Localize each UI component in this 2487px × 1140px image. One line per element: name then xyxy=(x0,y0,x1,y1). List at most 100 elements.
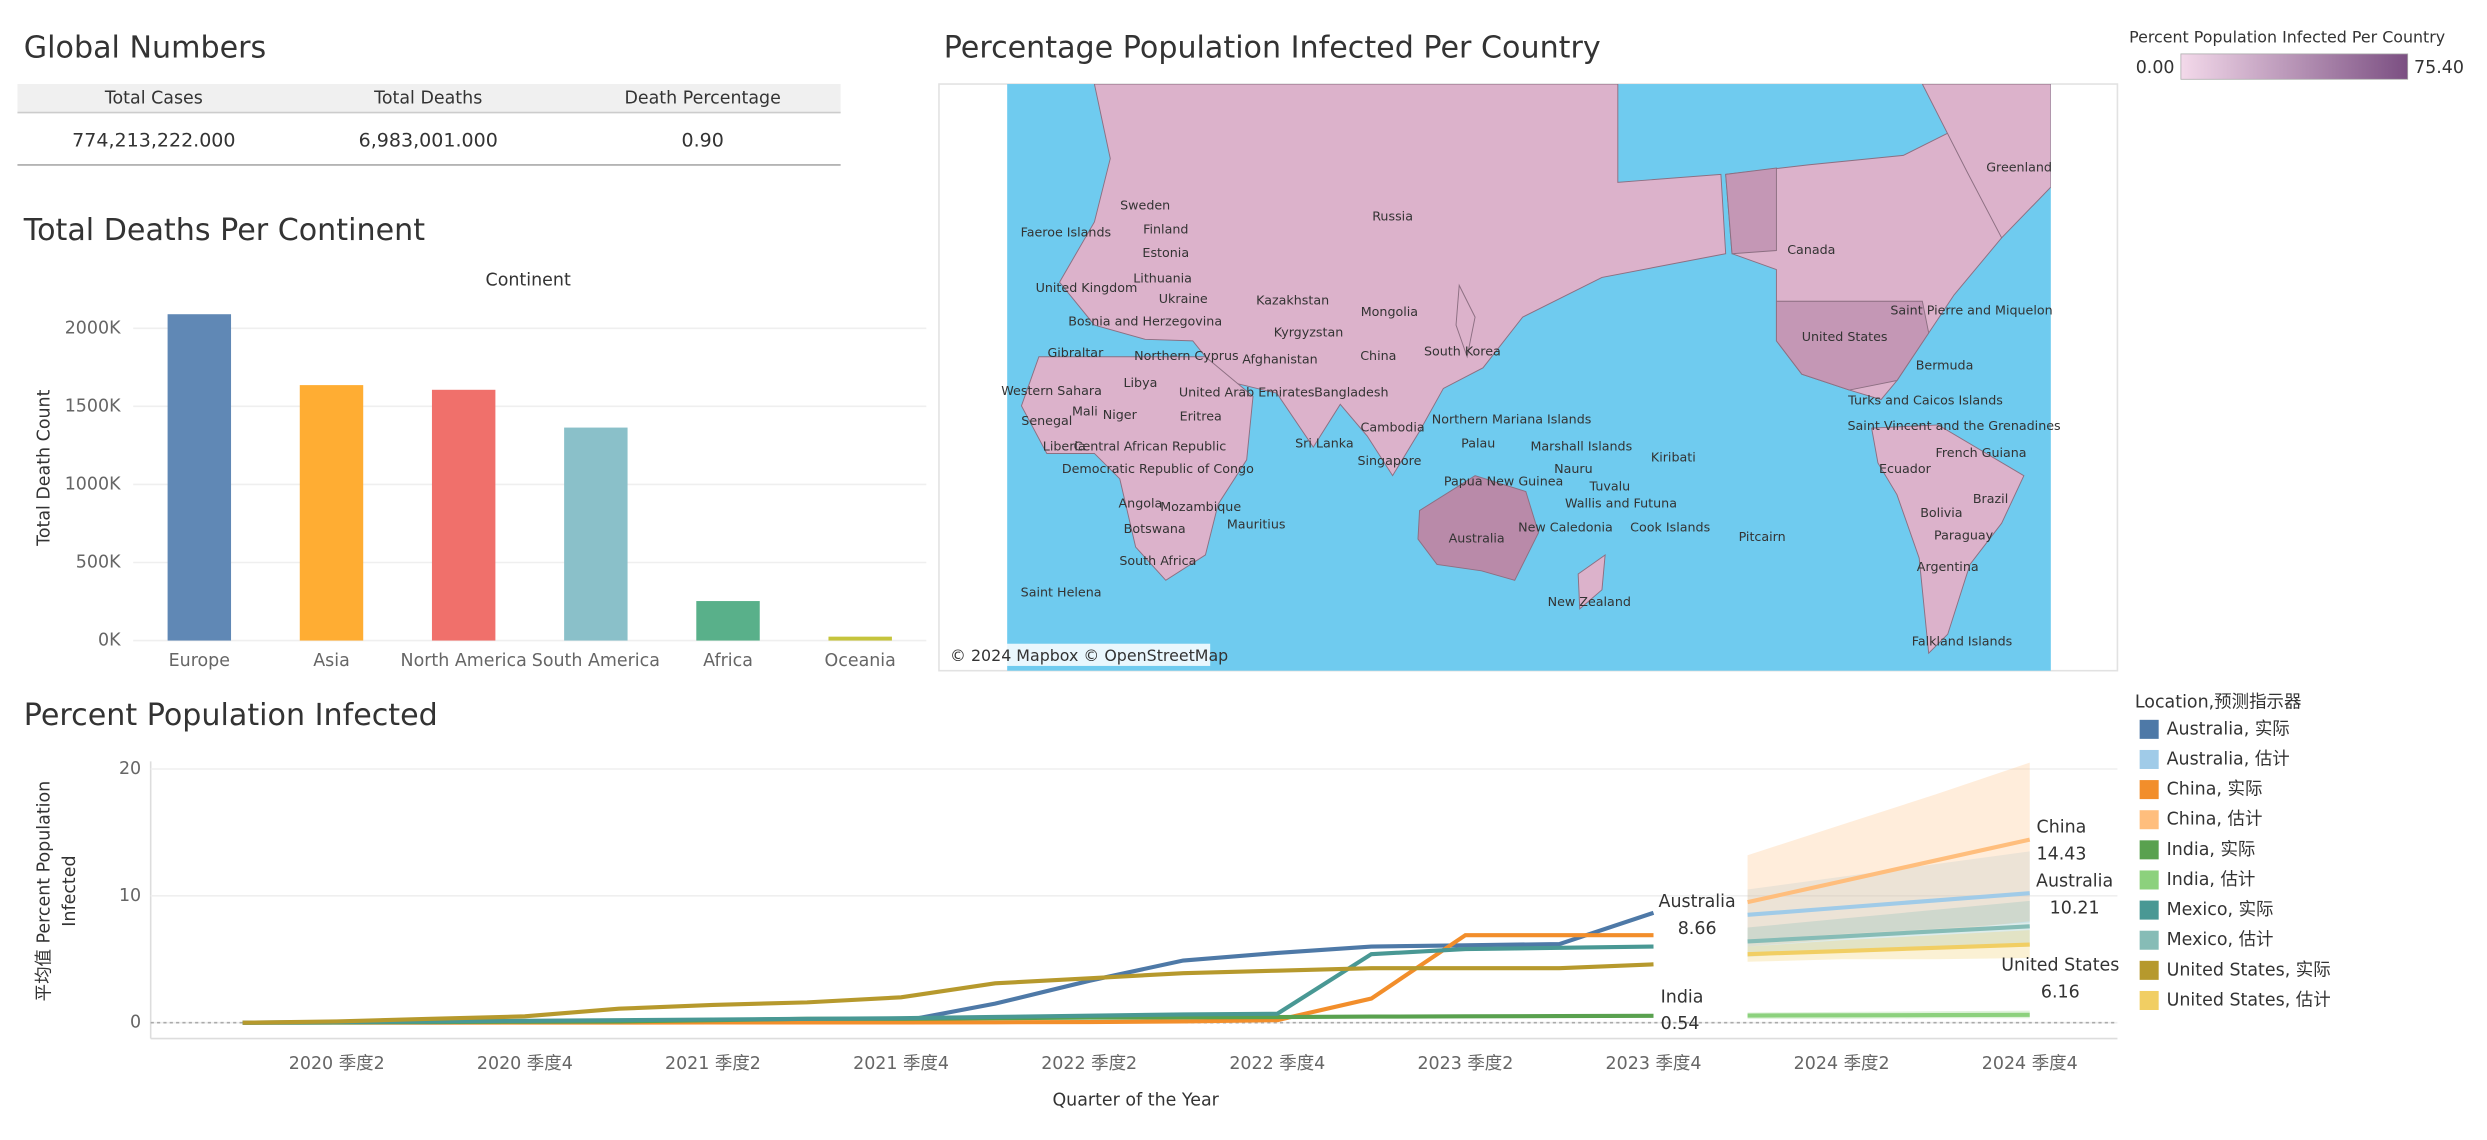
x-axis-title: Quarter of the Year xyxy=(1052,1090,1219,1110)
bar xyxy=(564,427,628,641)
bar xyxy=(167,314,232,641)
country-label: Marshall Islands xyxy=(1530,439,1632,454)
country-label: Finland xyxy=(1143,221,1188,236)
annotation-value: 10.21 xyxy=(2050,899,2100,919)
annotation-value: 6.16 xyxy=(2041,983,2080,1003)
country-label: Falkland Islands xyxy=(1912,634,2012,649)
attribution: © 2024 Mapbox © OpenStreetMap xyxy=(950,646,1228,665)
legend-swatch xyxy=(2139,960,2159,980)
table-cell: 6,983,001.000 xyxy=(359,130,498,152)
legend-label: Australia, 实际 xyxy=(2167,719,2290,739)
legend-title: Location,预测指示器 xyxy=(2135,692,2302,712)
x-tick-label: 2022 季度4 xyxy=(1229,1054,1325,1074)
country-label: Afghanistan xyxy=(1242,351,1317,366)
united-states xyxy=(1775,300,1930,391)
country-label: Faeroe Islands xyxy=(1021,225,1112,240)
country-label: Sri Lanka xyxy=(1295,435,1354,450)
legend-label: China, 估计 xyxy=(2167,810,2263,830)
country-label: Pitcairn xyxy=(1739,529,1786,544)
country-label: Angola xyxy=(1119,496,1163,511)
country-label: Democratic Republic of Congo xyxy=(1062,461,1254,476)
country-label: Estonia xyxy=(1142,245,1189,260)
country-label: Greenland xyxy=(1986,160,2052,175)
x-tick-label: 2020 季度4 xyxy=(477,1054,573,1074)
country-label: Kyrgyzstan xyxy=(1274,324,1343,339)
x-tick-label: Europe xyxy=(169,651,230,671)
country-label: Senegal xyxy=(1021,413,1072,428)
africa xyxy=(1020,356,1254,581)
forecast-band xyxy=(1747,851,2030,941)
y-tick-label: 2000K xyxy=(65,318,121,338)
legend-swatch xyxy=(2139,900,2159,920)
y-tick-label: 0K xyxy=(98,631,121,651)
country-label: Lithuania xyxy=(1133,271,1192,286)
series-line xyxy=(242,962,1654,1025)
x-tick-label: 2020 季度2 xyxy=(289,1054,385,1074)
new-zealand xyxy=(1577,553,1606,610)
legend-label: China, 实际 xyxy=(2167,780,2263,800)
x-tick-label: 2021 季度2 xyxy=(665,1054,761,1074)
y-axis-title: Total Death Count xyxy=(34,389,54,546)
annotation-value: 8.66 xyxy=(1678,919,1717,939)
country-label: Nauru xyxy=(1554,461,1593,476)
table-cell: 774,213,222.000 xyxy=(72,130,235,152)
section-title: Total Deaths Per Continent xyxy=(23,213,425,248)
country-label: Libya xyxy=(1123,375,1157,390)
country-label: Canada xyxy=(1787,242,1835,257)
column-header: Continent xyxy=(486,271,571,291)
country-label: Mozambique xyxy=(1160,499,1241,514)
series-line xyxy=(1747,942,2030,957)
section-title: Percentage Population Infected Per Count… xyxy=(944,31,1601,66)
country-label: Eritrea xyxy=(1180,408,1222,423)
series-line xyxy=(1747,837,2031,905)
series-line xyxy=(1747,1012,2030,1018)
x-tick-label: Asia xyxy=(313,651,350,671)
x-tick-label: 2024 季度2 xyxy=(1794,1054,1890,1074)
country-label: Singapore xyxy=(1357,453,1421,468)
country-label: Paraguay xyxy=(1934,527,1994,542)
country-label: Botswana xyxy=(1124,521,1186,536)
country-label: Mongolia xyxy=(1361,304,1418,319)
x-tick-label: 2021 季度4 xyxy=(853,1054,949,1074)
legend-swatch xyxy=(2139,990,2159,1010)
country-label: Central African Republic xyxy=(1074,439,1227,454)
annotation-label: Australia xyxy=(1659,892,1736,912)
x-tick-label: Africa xyxy=(703,651,753,671)
country-label: Bosnia and Herzegovina xyxy=(1068,313,1222,328)
legend-swatch xyxy=(2139,870,2159,890)
country-label: Niger xyxy=(1103,407,1138,422)
country-label: Kiribati xyxy=(1651,450,1696,465)
table-header-bg xyxy=(17,84,841,113)
forecast-band xyxy=(1747,900,2030,957)
country-label: Northern Cyprus xyxy=(1134,348,1239,363)
y-axis-title: Infected xyxy=(60,855,80,926)
country-label: Northern Mariana Islands xyxy=(1432,412,1592,427)
y-axis-title: 平均值 Percent Population xyxy=(34,781,54,1002)
y-tick-label: 1000K xyxy=(65,474,121,494)
japan xyxy=(1455,283,1476,359)
legend-swatch xyxy=(2139,780,2159,800)
legend-swatch xyxy=(2139,749,2159,769)
series-line xyxy=(1747,891,2030,917)
country-label: Russia xyxy=(1372,209,1413,224)
annotation-label: India xyxy=(1661,987,1704,1007)
legend-swatch xyxy=(2139,840,2159,860)
x-tick-label: 2024 季度4 xyxy=(1982,1054,2078,1074)
bar xyxy=(431,389,496,641)
legend-label: Australia, 估计 xyxy=(2167,749,2290,769)
country-label: French Guiana xyxy=(1935,445,2026,460)
country-label: Bermuda xyxy=(1916,358,1974,373)
x-tick-label: North America xyxy=(401,651,527,671)
country-label: Mauritius xyxy=(1227,516,1286,531)
map-labels: Russia Greenland Canada Sweden Finland Faeroe… xyxy=(1001,160,2060,649)
annotation-value: 0.54 xyxy=(1661,1014,1700,1034)
country-label: Saint Vincent and the Grenadines xyxy=(1847,418,2060,433)
country-label: Saint Pierre and Miquelon xyxy=(1890,302,2052,317)
y-tick-label: 0 xyxy=(130,1013,141,1033)
section-title: Percent Population Infected xyxy=(24,698,438,733)
table-header: Death Percentage xyxy=(624,88,780,108)
country-label: New Caledonia xyxy=(1518,519,1613,534)
table-cell: 0.90 xyxy=(681,130,723,152)
annotation-label: United States xyxy=(2001,956,2119,976)
country-label: Kazakhstan xyxy=(1256,293,1329,308)
